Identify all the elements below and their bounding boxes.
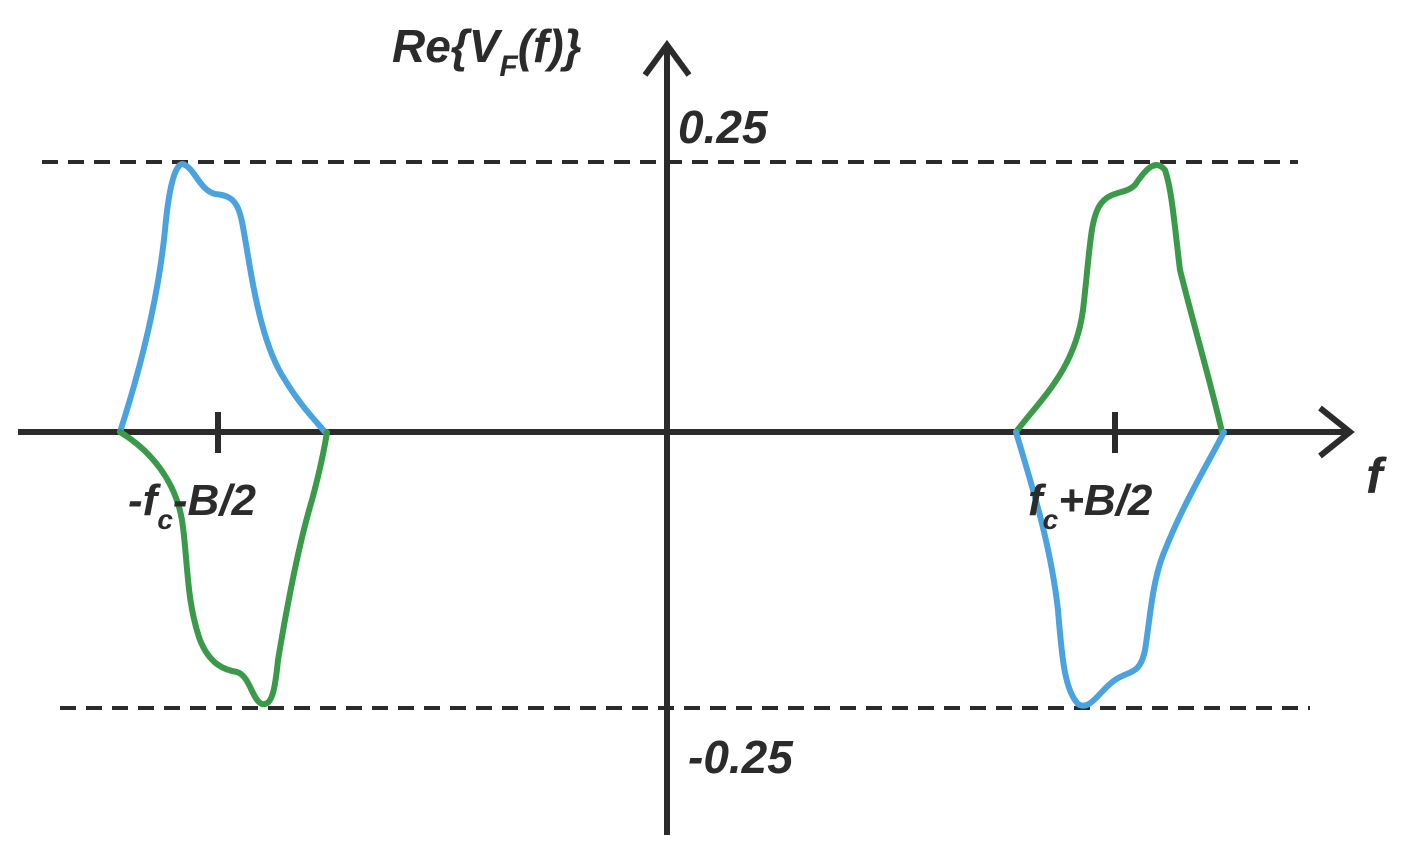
tick-left-label-post: -B/2 (173, 476, 257, 525)
tick-left-label-pre: -f (128, 476, 162, 525)
tick-right-label-pre: f (1028, 476, 1047, 525)
right-lower-curve (1013, 429, 1227, 709)
tick-right-label-subscript: c (1043, 504, 1059, 535)
tick-left-label: -fc-B/2 (128, 476, 257, 535)
x-axis-arrowhead (1318, 405, 1355, 459)
x-axis-label: f (1366, 448, 1387, 504)
tick-left-label-subscript: c (157, 504, 173, 535)
left-lower-curve (117, 429, 330, 708)
tick-right-label-post: +B/2 (1058, 476, 1153, 525)
y-axis-label-main: Re{V (392, 20, 503, 72)
y-axis-label-tail: (f)} (518, 20, 582, 72)
y-axis-arrowhead (642, 39, 692, 77)
lower-level-label: -0.25 (688, 731, 794, 783)
left-upper-curve (117, 161, 328, 435)
y-axis-label-subscript: F (499, 50, 518, 83)
upper-level-label: 0.25 (678, 101, 769, 153)
tick-right-label: fc+B/2 (1028, 476, 1153, 535)
right-upper-curve (1013, 162, 1225, 435)
y-axis-label: Re{VF(f)} (392, 20, 582, 83)
